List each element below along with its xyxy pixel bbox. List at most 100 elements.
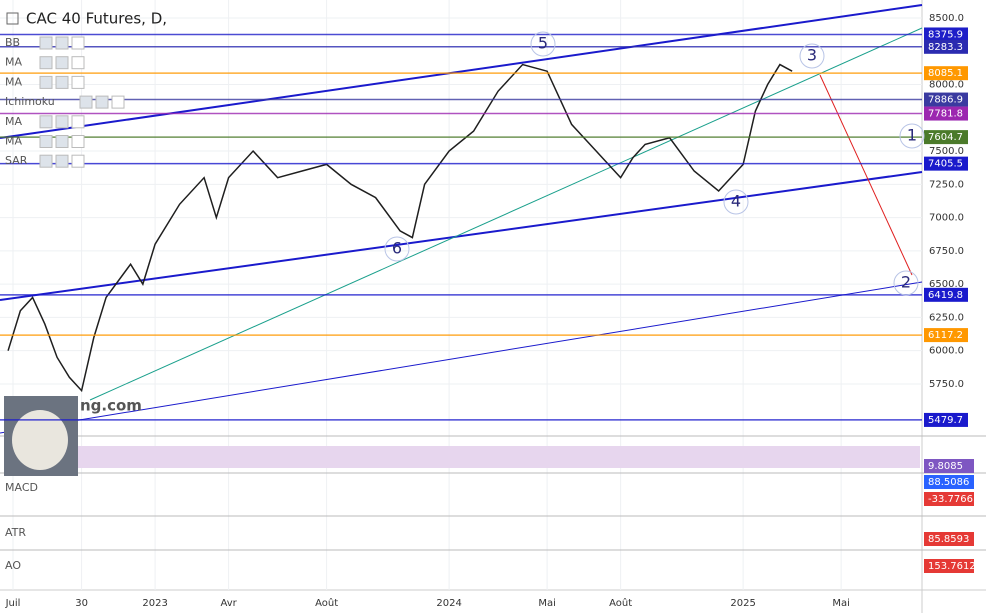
price-tag: 8283.3 [924, 39, 968, 54]
panes [0, 435, 986, 551]
legend-button[interactable] [39, 154, 53, 168]
legend-button[interactable] [71, 154, 85, 168]
price-tag-label: 6117.2 [928, 330, 963, 341]
wave-circle [723, 189, 749, 215]
x-tick-label: 30 [75, 598, 88, 609]
price-tag: 7405.5 [924, 156, 968, 171]
price-tag-box [924, 66, 968, 81]
wave-label: 4 [731, 192, 741, 211]
rsi-band [75, 446, 920, 468]
legend-button[interactable] [39, 115, 53, 129]
price-tag: 7604.7 [924, 130, 968, 145]
wave-circle [893, 270, 919, 296]
legend-label: Ichimoku [5, 95, 55, 108]
indicator-tag: 88.5086 [924, 475, 974, 489]
price-tag-box [924, 328, 968, 343]
indicator-label: ATR [5, 526, 26, 539]
indicator-tag-box [924, 475, 974, 489]
indicator-tag-label: 153.7612 [928, 561, 976, 572]
indicator-tag: 85.8593 [924, 532, 974, 546]
x-tick-label: Août [315, 597, 338, 609]
wave-circle [799, 43, 825, 69]
indicator-tag: 153.7612 [924, 559, 976, 573]
price-tag: 5479.7 [924, 412, 968, 427]
legend-button[interactable] [95, 95, 109, 109]
legend-button[interactable] [39, 135, 53, 148]
legend-button[interactable] [71, 36, 85, 50]
price-tag-box [924, 130, 968, 145]
legend-label: MA [5, 115, 22, 128]
legend-button[interactable] [55, 135, 69, 148]
avatar-bear [12, 410, 68, 470]
legend-button[interactable] [71, 135, 85, 148]
price-tag-box [924, 27, 968, 42]
x-tick-label: 2025 [730, 598, 755, 609]
indicator-tag-label: -33.7766 [928, 494, 973, 505]
y-tick-label: 6000.0 [929, 346, 964, 357]
watermark: ng.com [80, 397, 142, 415]
wave-label: 1 [907, 126, 917, 145]
legend-button[interactable] [111, 95, 125, 109]
wave-label: 2 [901, 273, 911, 292]
y-tick-label: 8000.0 [929, 80, 964, 91]
price-tag-box [924, 412, 968, 427]
legend-button[interactable] [39, 56, 53, 70]
indicator-tag-box [924, 492, 974, 506]
price-tag-label: 8283.3 [928, 42, 963, 53]
price-tag: 7886.9 [924, 92, 968, 107]
y-tick-label: 6250.0 [929, 312, 964, 323]
price-tag-label: 7405.5 [928, 159, 963, 170]
price-tag-label: 8085.1 [928, 68, 963, 79]
x-tick-label: Juil [5, 598, 21, 609]
legend-label: MA [5, 56, 22, 69]
x-tick-label: 2023 [142, 598, 167, 609]
legend-label: MA [5, 75, 22, 88]
legend-label: MA [5, 135, 22, 148]
indicator-tag-label: 9.8085 [928, 461, 963, 472]
legend-button[interactable] [55, 36, 69, 50]
wave-circle [384, 236, 410, 262]
wave-label: 3 [807, 46, 817, 65]
indicator-tag: -33.7766 [924, 492, 974, 506]
legend-button[interactable] [39, 75, 53, 89]
legend-button[interactable] [55, 75, 69, 89]
wave-circle [899, 123, 925, 149]
wave-circle [530, 31, 556, 57]
price-tag-label: 5479.7 [928, 415, 963, 426]
legend-label: BB [5, 36, 20, 49]
wave-label: 6 [392, 239, 402, 258]
y-tick-label: 7500.0 [929, 146, 964, 157]
indicator-tag: 9.8085 [924, 459, 974, 473]
collapse-icon[interactable] [6, 12, 19, 25]
x-tick-label: Mai [538, 598, 556, 609]
legend-button[interactable] [39, 36, 53, 50]
wave-label: 5 [538, 34, 548, 53]
price-tag-label: 7886.9 [928, 95, 963, 106]
price-tag: 6419.8 [924, 287, 968, 302]
y-tick-label: 8500.0 [929, 13, 964, 24]
legend-button[interactable] [55, 154, 69, 168]
trend-lines [0, 4, 923, 434]
price-tag-label: 6419.8 [928, 290, 963, 301]
y-tick-label: 6500.0 [929, 279, 964, 290]
y-tick-label: 6750.0 [929, 246, 964, 257]
legend-button[interactable] [71, 115, 85, 129]
y-tick-label: 5750.0 [929, 379, 964, 390]
price-tag-label: 7781.8 [928, 109, 963, 120]
indicator-tag-label: 85.8593 [928, 534, 969, 545]
price-tag-label: 8375.9 [928, 29, 963, 40]
price-tag: 7781.8 [924, 106, 968, 121]
indicator-label: AO [5, 559, 21, 572]
legend-button[interactable] [55, 115, 69, 129]
price-tag-box [924, 92, 968, 107]
price-line [7, 63, 793, 393]
price-tag-box [924, 287, 968, 302]
indicator-tag-label: 88.5086 [928, 477, 969, 488]
legend-button[interactable] [71, 56, 85, 70]
legend-button[interactable] [55, 56, 69, 70]
legend-button[interactable] [79, 95, 93, 109]
price-tag-box [924, 39, 968, 54]
indicator-label: MACD [5, 481, 38, 494]
legend-button[interactable] [71, 75, 85, 89]
